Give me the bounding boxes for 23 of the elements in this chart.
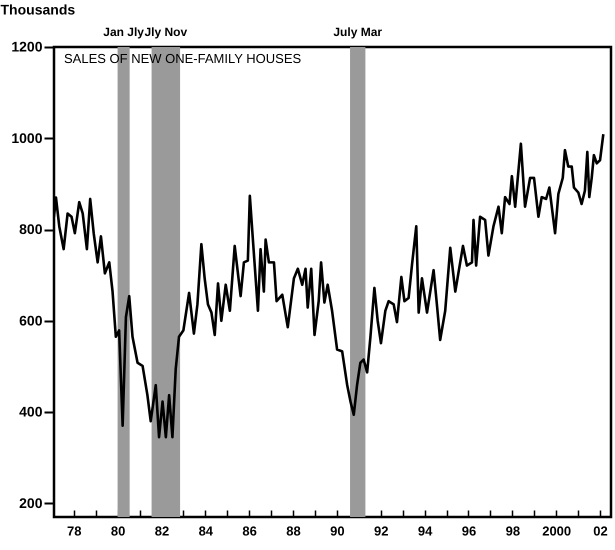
x-tick-label: 94 (418, 524, 434, 538)
band-label: Jly Nov (144, 25, 188, 39)
y-tick-label: 400 (19, 404, 43, 420)
y-tick-label: 600 (19, 312, 43, 328)
band-label: Jan Jly (103, 25, 144, 39)
x-tick-label: 88 (286, 524, 301, 538)
y-axis-title: Thousands (0, 2, 76, 18)
x-tick-label: 92 (374, 524, 388, 538)
y-tick-label: 1000 (11, 130, 43, 146)
y-tick-label: 200 (19, 494, 43, 511)
x-tick-label: 90 (330, 524, 345, 538)
x-tick-label: 82 (154, 524, 170, 538)
x-tick-label: 84 (198, 524, 214, 538)
x-tick-label: 86 (242, 524, 257, 538)
y-tick-label: 1200 (11, 38, 43, 54)
x-tick-label: 98 (506, 524, 520, 538)
x-tick-label: 80 (110, 524, 126, 538)
x-tick-label: 78 (67, 524, 82, 538)
y-tick-label: 800 (19, 221, 43, 238)
band-label: July Mar (333, 25, 382, 39)
x-tick-label: 02 (593, 524, 608, 538)
x-tick-label: 96 (462, 524, 476, 538)
x-tick-label: 2000 (542, 524, 572, 538)
